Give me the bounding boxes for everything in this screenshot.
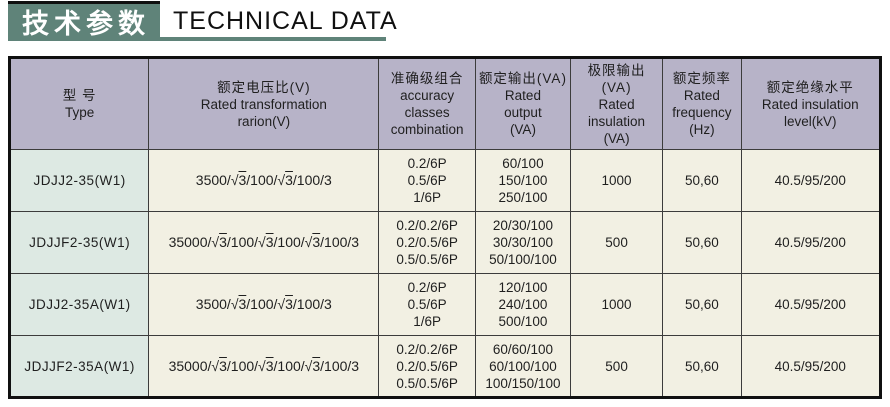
header-accuracy: 准确级组合 accuracy classes combination (378, 57, 476, 150)
table-row: JDJJF2-35A(W1) 35000/√3/100/√3/100/√3/100… (8, 335, 882, 398)
cell-limit-output: 500 (569, 211, 664, 274)
cell-type: JDJJ2-35(W1) (8, 149, 150, 212)
cell-ratio: 35000/√3/100/√3/100/√3/100/3 (148, 211, 380, 274)
title-en-text: TECHNICAL DATA (173, 7, 398, 35)
header-limit-output-zh: 极限输出(VA) (587, 62, 646, 95)
cell-ratio: 3500/√3/100/√3/100/3 (148, 273, 380, 336)
cell-frequency: 50,60 (662, 211, 742, 274)
header-limit-output-en: Rated insulation (VA) (588, 96, 646, 146)
table-row: JDJJ2-35(W1) 3500/√3/100/√3/100/3 0.2/6P 0.… (8, 149, 882, 212)
header-frequency-zh: 额定频率 (672, 71, 731, 86)
header-rated-output-zh: 额定输出(VA) (478, 71, 567, 86)
header-accuracy-zh: 准确级组合 (390, 71, 464, 86)
header-insulation-level-en: Rated insulation level(kV) (761, 96, 859, 129)
table-header: 型 号 Type 额定电压比(V) Rated transformation r… (8, 57, 882, 150)
cell-frequency: 50,60 (662, 273, 742, 336)
cell-frequency: 50,60 (662, 149, 742, 212)
cell-rated-output: 60/60/100 60/100/100 100/150/100 (474, 335, 571, 398)
cell-insulation-level: 40.5/95/200 (740, 273, 882, 336)
header-ratio-zh: 额定电压比(V) (217, 79, 311, 95)
header-type-zh: 型 号 (62, 88, 97, 103)
cell-accuracy: 0.2/6P 0.5/6P 1/6P (378, 149, 476, 212)
cell-type: JDJJ2-35A(W1) (8, 273, 150, 336)
cell-rated-output: 60/100 150/100 250/100 (474, 149, 571, 212)
header-type-en: Type (65, 105, 95, 120)
cell-insulation-level: 40.5/95/200 (740, 211, 882, 274)
technical-data-table: 型 号 Type 额定电压比(V) Rated transformation r… (8, 56, 882, 399)
cell-rated-output: 120/100 240/100 500/100 (474, 273, 571, 336)
cell-accuracy: 0.2/0.2/6P 0.2/0.5/6P 0.5/0.5/6P (378, 211, 476, 274)
header-frequency-en: Rated frequency (Hz) (672, 88, 732, 137)
table-row: JDJJ2-35A(W1) 3500/√3/100/√3/100/3 0.2/6P 0… (8, 273, 882, 336)
table-row: JDJJF2-35(W1) 35000/√3/100/√3/100/√3/100/… (8, 211, 882, 274)
title-zh-text: 技术参数 (22, 8, 150, 39)
cell-accuracy: 0.2/6P 0.5/6P 1/6P (378, 273, 476, 336)
cell-ratio: 3500/√3/100/√3/100/3 (148, 149, 380, 212)
table-body: JDJJ2-35(W1) 3500/√3/100/√3/100/3 0.2/6P 0.… (8, 149, 882, 398)
title-zh-box: 技术参数 (8, 1, 160, 41)
header-insulation-level-zh: 额定绝缘水平 (766, 79, 854, 95)
header-rated-output-en: Rated output (VA) (504, 88, 542, 137)
title-underline (154, 37, 386, 41)
header-frequency: 额定频率 Rated frequency (Hz) (662, 57, 742, 150)
cell-insulation-level: 40.5/95/200 (740, 335, 882, 398)
cell-type: JDJJF2-35A(W1) (8, 335, 150, 398)
header-row: 型 号 Type 额定电压比(V) Rated transformation r… (8, 57, 882, 150)
header-accuracy-en: accuracy classes combination (390, 88, 464, 137)
header-insulation-level: 额定绝缘水平 Rated insulation level(kV) (740, 57, 882, 150)
cell-limit-output: 1000 (569, 273, 664, 336)
header-ratio-en: Rated transformation rarion(V) (200, 96, 327, 129)
header-type: 型 号 Type (8, 57, 150, 150)
cell-ratio: 35000/√3/100/√3/100/√3/100/3 (148, 335, 380, 398)
cell-rated-output: 20/30/100 30/30/100 50/100/100 (474, 211, 571, 274)
header-rated-output: 额定输出(VA) Rated output (VA) (474, 57, 571, 150)
cell-frequency: 50,60 (662, 335, 742, 398)
cell-insulation-level: 40.5/95/200 (740, 149, 882, 212)
cell-limit-output: 1000 (569, 149, 664, 212)
cell-limit-output: 500 (569, 335, 664, 398)
page-title: 技术参数 TECHNICAL DATA (8, 1, 398, 47)
cell-accuracy: 0.2/0.2/6P 0.2/0.5/6P 0.5/0.5/6P (378, 335, 476, 398)
header-limit-output: 极限输出(VA) Rated insulation (VA) (569, 57, 664, 150)
cell-type: JDJJF2-35(W1) (8, 211, 150, 274)
header-ratio: 额定电压比(V) Rated transformation rarion(V) (148, 57, 380, 150)
